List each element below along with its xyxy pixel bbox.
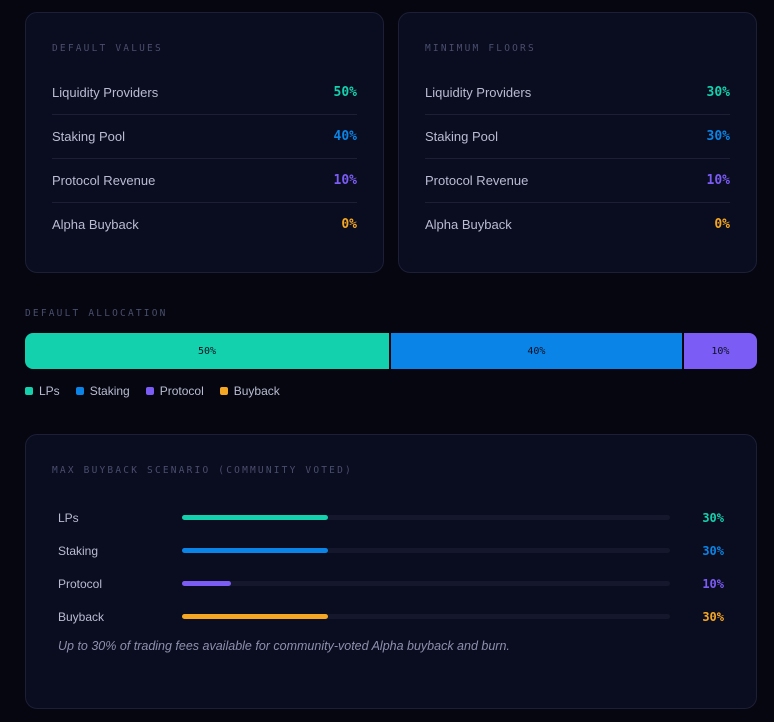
row-value: 50% bbox=[333, 85, 357, 100]
default-row-lp: Liquidity Providers 50% bbox=[52, 71, 357, 115]
allocation-bar: 50% 40% 10% bbox=[25, 333, 757, 369]
row-label: Liquidity Providers bbox=[52, 85, 159, 100]
legend-item-lps: LPs bbox=[25, 384, 60, 398]
scenario-row-lps: LPs 30% bbox=[58, 501, 724, 534]
default-row-staking: Staking Pool 40% bbox=[52, 115, 357, 159]
minimum-floors-title: MINIMUM FLOORS bbox=[425, 43, 536, 54]
scenario-row-buyback: Buyback 30% bbox=[58, 600, 724, 633]
default-values-title: DEFAULT VALUES bbox=[52, 43, 163, 54]
scenario-label: Staking bbox=[58, 543, 99, 558]
scenario-value: 30% bbox=[702, 510, 724, 525]
scenario-label: Buyback bbox=[58, 609, 105, 624]
max-buyback-scenario-card: MAX BUYBACK SCENARIO (COMMUNITY VOTED) L… bbox=[25, 434, 757, 709]
row-value: 10% bbox=[706, 173, 730, 188]
scenario-fill-lps bbox=[182, 515, 329, 520]
row-label: Protocol Revenue bbox=[52, 173, 156, 188]
default-row-protocol: Protocol Revenue 10% bbox=[52, 159, 357, 203]
row-label: Protocol Revenue bbox=[425, 173, 529, 188]
scenario-row-protocol: Protocol 10% bbox=[58, 567, 724, 600]
allocation-segment-lp: 50% bbox=[25, 333, 391, 369]
allocation-segment-protocol: 10% bbox=[683, 333, 757, 369]
scenario-row-staking: Staking 30% bbox=[58, 534, 724, 567]
row-label: Alpha Buyback bbox=[425, 217, 512, 232]
legend-item-staking: Staking bbox=[75, 384, 130, 398]
legend-label: Buyback bbox=[233, 384, 280, 398]
legend-item-buyback: Buyback bbox=[219, 384, 280, 398]
floor-row-protocol: Protocol Revenue 10% bbox=[425, 159, 730, 203]
legend-item-protocol: Protocol bbox=[145, 384, 204, 398]
row-value: 10% bbox=[333, 173, 357, 188]
row-label: Staking Pool bbox=[425, 129, 498, 144]
scenario-track bbox=[182, 548, 670, 553]
scenario-note: Up to 30% of trading fees available for … bbox=[58, 639, 510, 653]
legend-label: Staking bbox=[89, 384, 130, 398]
scenario-label: LPs bbox=[58, 510, 79, 525]
row-label: Liquidity Providers bbox=[425, 85, 532, 100]
scenario-fill-protocol bbox=[182, 581, 231, 586]
default-values-card: DEFAULT VALUES Liquidity Providers 50% S… bbox=[25, 12, 384, 273]
floor-row-buyback: Alpha Buyback 0% bbox=[425, 203, 730, 246]
row-value: 40% bbox=[333, 129, 357, 144]
scenario-track bbox=[182, 614, 670, 619]
floor-row-staking: Staking Pool 30% bbox=[425, 115, 730, 159]
scenario-value: 30% bbox=[702, 543, 724, 558]
scenario-value: 10% bbox=[702, 576, 724, 591]
legend-label: LPs bbox=[39, 384, 60, 398]
scenario-track bbox=[182, 581, 670, 586]
legend-swatch-lps bbox=[25, 387, 33, 395]
row-value: 30% bbox=[706, 85, 730, 100]
scenario-track bbox=[182, 515, 670, 520]
allocation-legend: LPs Staking Protocol Buyback bbox=[25, 384, 280, 398]
row-label: Staking Pool bbox=[52, 129, 125, 144]
row-label: Alpha Buyback bbox=[52, 217, 139, 232]
default-values-list: Liquidity Providers 50% Staking Pool 40%… bbox=[52, 71, 357, 246]
row-value: 0% bbox=[714, 217, 730, 232]
row-value: 30% bbox=[706, 129, 730, 144]
minimum-floors-list: Liquidity Providers 30% Staking Pool 30%… bbox=[425, 71, 730, 246]
legend-swatch-buyback bbox=[219, 387, 228, 395]
floor-row-lp: Liquidity Providers 30% bbox=[425, 71, 730, 115]
scenario-title: MAX BUYBACK SCENARIO (COMMUNITY VOTED) bbox=[52, 465, 353, 476]
scenario-value: 30% bbox=[702, 609, 724, 624]
legend-swatch-staking bbox=[75, 387, 84, 395]
scenario-fill-staking bbox=[182, 548, 329, 553]
legend-swatch-protocol bbox=[145, 387, 154, 395]
legend-label: Protocol bbox=[159, 384, 204, 398]
scenario-list: LPs 30% Staking 30% Protocol 10% Buyback bbox=[58, 501, 724, 633]
default-allocation-title: DEFAULT ALLOCATION bbox=[25, 308, 168, 319]
minimum-floors-card: MINIMUM FLOORS Liquidity Providers 30% S… bbox=[398, 12, 757, 273]
default-row-buyback: Alpha Buyback 0% bbox=[52, 203, 357, 246]
scenario-fill-buyback bbox=[182, 614, 329, 619]
row-value: 0% bbox=[341, 217, 357, 232]
scenario-label: Protocol bbox=[58, 576, 103, 591]
allocation-segment-staking: 40% bbox=[391, 333, 684, 369]
